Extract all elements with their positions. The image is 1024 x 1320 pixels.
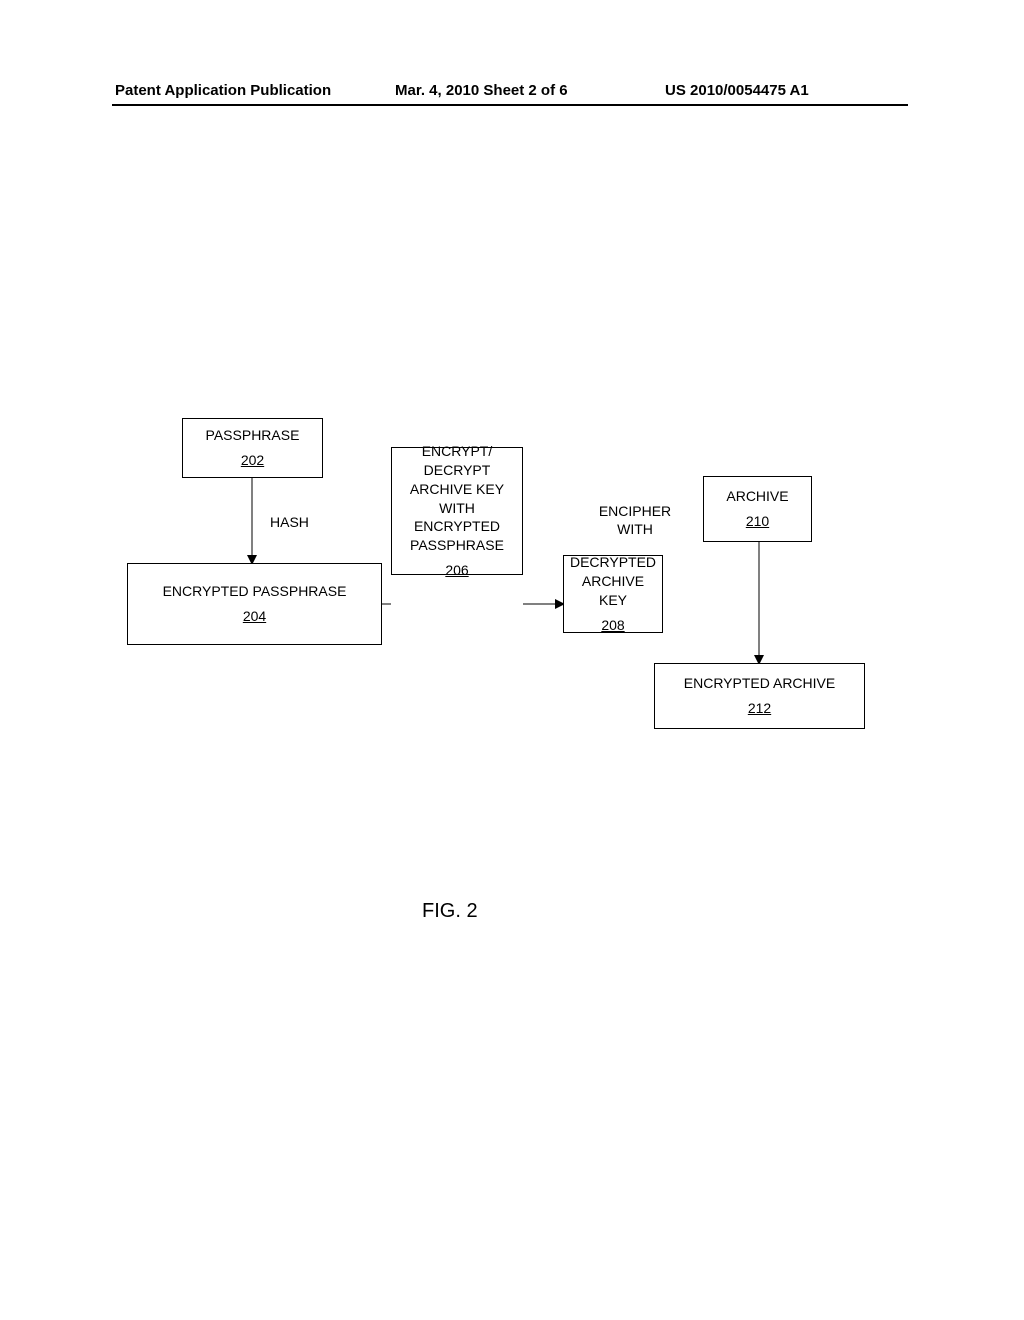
node-label: PASSPHRASE [206, 426, 300, 445]
node-label: ENCRYPTED PASSPHRASE [163, 582, 347, 601]
node-label: ENCRYPTED ARCHIVE [684, 674, 835, 693]
node-decrypted-archive-key: DECRYPTED ARCHIVE KEY 208 [563, 555, 663, 633]
header-right: US 2010/0054475 A1 [665, 82, 809, 99]
node-label: ARCHIVE [726, 487, 788, 506]
node-ref: 210 [746, 512, 769, 531]
header-rule [112, 104, 908, 106]
figure-caption: FIG. 2 [422, 900, 478, 923]
node-ref: 212 [748, 699, 771, 718]
node-ref: 206 [445, 561, 468, 580]
node-encrypt-decrypt-key: ENCRYPT/ DECRYPT ARCHIVE KEY WITH ENCRYP… [391, 447, 523, 575]
node-ref: 204 [243, 607, 266, 626]
node-ref: 208 [601, 616, 624, 635]
node-archive: ARCHIVE 210 [703, 476, 812, 542]
diagram-arrows [0, 0, 1024, 1320]
node-ref: 202 [241, 451, 264, 470]
node-label: ENCRYPT/ DECRYPT ARCHIVE KEY WITH ENCRYP… [410, 442, 504, 555]
header-left: Patent Application Publication [115, 82, 331, 99]
page-root: Patent Application Publication Mar. 4, 2… [0, 0, 1024, 1320]
node-encrypted-archive: ENCRYPTED ARCHIVE 212 [654, 663, 865, 729]
header-center: Mar. 4, 2010 Sheet 2 of 6 [395, 82, 568, 99]
edge-label-encipher-with: ENCIPHER WITH [585, 502, 685, 538]
node-passphrase: PASSPHRASE 202 [182, 418, 323, 478]
node-encrypted-passphrase: ENCRYPTED PASSPHRASE 204 [127, 563, 382, 645]
edge-label-hash: HASH [270, 513, 309, 531]
node-label: DECRYPTED ARCHIVE KEY [570, 553, 656, 610]
